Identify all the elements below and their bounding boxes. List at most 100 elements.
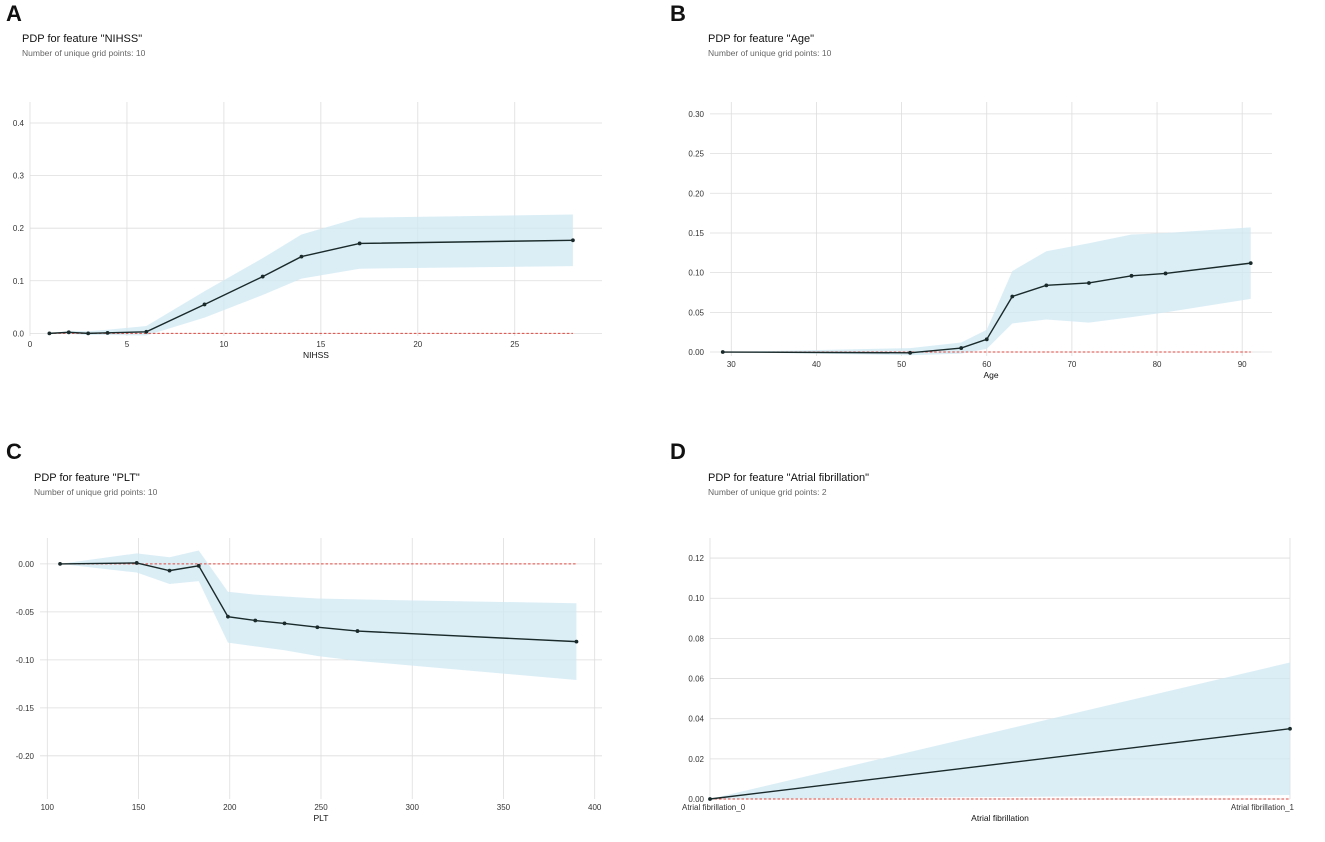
pdp-point [47, 331, 52, 336]
pdp-point [253, 618, 258, 623]
pdp-point [959, 346, 964, 350]
panel-b: B PDP for feature "Age" Number of unique… [662, 0, 1325, 421]
pdp-point [282, 621, 287, 626]
y-tick-label: 0.04 [688, 715, 704, 724]
y-tick-label: 0.15 [688, 229, 704, 238]
confidence-band [722, 227, 1251, 356]
pdp-point [1010, 294, 1015, 299]
y-tick-label: 0.10 [688, 594, 704, 603]
pdp-point [226, 614, 230, 619]
y-tick-label: 0.2 [13, 224, 25, 233]
x-tick-label: 25 [510, 340, 519, 349]
y-tick-label: 0.00 [688, 348, 704, 357]
pdp-point [1044, 283, 1049, 288]
pdp-line [722, 262, 1251, 354]
x-tick-label: 60 [982, 360, 991, 369]
pdp-point [571, 238, 575, 243]
pdp-point [984, 337, 989, 342]
pdp-point [355, 629, 360, 633]
x-tick-label: 30 [727, 360, 736, 369]
x-tick-label: 40 [812, 360, 821, 369]
pdp-point [720, 350, 725, 354]
pdp-point [299, 254, 304, 259]
x-tick-label: 15 [316, 340, 325, 349]
x-tick-label: 90 [1238, 360, 1247, 369]
x-tick-label: 350 [497, 803, 511, 812]
confidence-band [710, 662, 1290, 799]
chart-atrial-fibrillation: Atrial fibrillation_0 Atrial fibrillation… [682, 538, 1295, 823]
y-tick-label: 0.00 [688, 795, 704, 804]
x-tick-label: 150 [132, 803, 146, 812]
x-tick-label: 10 [219, 340, 228, 349]
x-axis-label: Atrial fibrillation [971, 813, 1029, 823]
x-tick-label: 200 [223, 803, 237, 812]
y-tick-label: 0.05 [688, 308, 704, 317]
pdp-point [708, 797, 712, 801]
x-tick-label: 80 [1153, 360, 1162, 369]
y-tick-label: 0.25 [688, 150, 704, 159]
y-tick-label: -0.05 [16, 608, 35, 617]
chart-subtitle: Number of unique grid points: 10 [708, 48, 832, 58]
pdp-line [49, 239, 573, 335]
y-tick-label: -0.10 [16, 656, 35, 665]
chart-nihss: 0 5 10 15 20 25 0.0 0.1 0.2 0.3 0.4 NIHSS [13, 102, 602, 360]
panel-letter: A [6, 1, 22, 26]
pdp-line [60, 562, 577, 643]
pdp-point [134, 561, 139, 565]
x-tick-label: Atrial fibrillation_0 [682, 803, 746, 812]
pdp-point [315, 625, 320, 630]
pdp-point [1163, 271, 1168, 276]
x-tick-label: 300 [406, 803, 420, 812]
pdp-line [709, 728, 1291, 800]
pdp-point [1288, 726, 1292, 731]
chart-subtitle: Number of unique grid points: 10 [22, 48, 146, 58]
chart-subtitle: Number of unique grid points: 10 [34, 487, 158, 497]
y-tick-label: 0.12 [688, 554, 704, 563]
y-tick-label: -0.15 [16, 704, 35, 713]
y-tick-label: 0.10 [688, 269, 704, 278]
pdp-point [908, 350, 913, 355]
chart-subtitle: Number of unique grid points: 2 [708, 487, 827, 497]
chart-title: PDP for feature "PLT" [34, 472, 140, 484]
y-tick-label: 0.30 [688, 110, 704, 119]
chart-plt: 100 150 200 250 300 350 400 0.00 -0.05 -0.10 -0.15… [16, 538, 602, 823]
panel-c: C PDP for feature "PLT" Number of unique… [0, 421, 660, 842]
y-tick-label: 0.08 [688, 634, 704, 643]
pdp-point [1087, 281, 1091, 285]
y-tick-label: 0.0 [13, 329, 25, 338]
x-tick-label: Atrial fibrillation_1 [1231, 803, 1295, 812]
pdp-point [105, 330, 110, 335]
panel-letter: B [670, 1, 686, 26]
panel-a: A PDP for feature "NIHSS" Number of uniq… [0, 0, 660, 421]
x-tick-label: 5 [125, 340, 130, 349]
pdp-point [58, 562, 62, 566]
pdp-point [196, 563, 201, 568]
chart-title: PDP for feature "Atrial fibrillation" [708, 472, 870, 484]
y-tick-label: 0.20 [688, 189, 704, 198]
x-axis-label: Age [983, 370, 998, 380]
panel-letter: C [6, 439, 22, 464]
x-tick-label: 250 [314, 803, 328, 812]
y-tick-label: 0.00 [18, 560, 34, 569]
x-tick-label: 70 [1067, 360, 1076, 369]
panel-d: D PDP for feature "Atrial fibrillation" … [662, 421, 1325, 842]
x-tick-label: 50 [897, 360, 906, 369]
pdp-point [1248, 261, 1253, 266]
pdp-point [574, 639, 579, 644]
pdp-point [167, 568, 172, 573]
y-tick-label: 0.02 [688, 755, 704, 764]
x-tick-label: 400 [588, 803, 602, 812]
chart-title: PDP for feature "NIHSS" [22, 33, 143, 45]
pdp-point [357, 241, 362, 246]
pdp-point [66, 330, 71, 335]
pdp-point [260, 274, 265, 279]
y-tick-label: 0.3 [13, 172, 25, 181]
x-tick-label: 100 [41, 803, 55, 812]
y-tick-label: 0.1 [13, 277, 25, 286]
y-tick-label: 0.06 [688, 675, 704, 684]
chart-title: PDP for feature "Age" [708, 33, 815, 45]
x-axis-label: PLT [314, 813, 329, 823]
pdp-point [1129, 273, 1134, 278]
confidence-band [49, 214, 573, 336]
y-tick-label: 0.4 [13, 119, 25, 128]
